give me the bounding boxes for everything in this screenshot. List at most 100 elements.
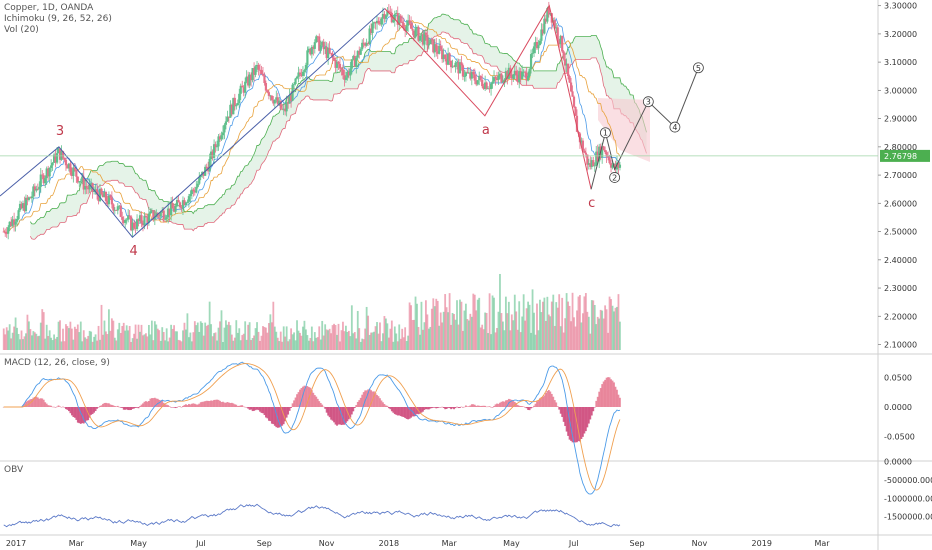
candle	[569, 82, 573, 92]
macd-bar	[422, 407, 424, 412]
candle	[207, 167, 210, 172]
macd-bar	[478, 405, 481, 407]
candle	[430, 39, 433, 41]
volume-bar	[44, 338, 47, 350]
candle	[5, 233, 8, 235]
macd-bar	[387, 407, 390, 409]
y-tick-label: 2.80000	[884, 143, 917, 152]
volume-bar	[433, 306, 436, 350]
volume-bar	[582, 313, 584, 350]
volume-bar	[444, 294, 447, 350]
volume-bar	[78, 332, 81, 350]
candle	[227, 116, 230, 118]
candle	[618, 164, 622, 168]
x-tick-label: Jul	[568, 539, 579, 548]
macd-bar	[161, 400, 164, 407]
volume-bar	[285, 326, 288, 350]
macd-bar	[613, 382, 615, 407]
candle	[214, 144, 217, 148]
macd-bar	[284, 407, 287, 422]
macd-bar	[528, 407, 531, 411]
macd-bar	[44, 402, 47, 407]
macd-bar	[484, 405, 487, 407]
candle	[196, 183, 199, 187]
volume-bar	[607, 332, 609, 350]
volume-bar	[567, 301, 569, 350]
candle	[15, 218, 19, 222]
volume-bar	[533, 312, 535, 350]
macd-bar	[26, 400, 29, 407]
macd-bar	[346, 407, 349, 422]
macd-bar	[376, 394, 378, 407]
volume-bar	[507, 301, 510, 350]
candle	[261, 73, 265, 76]
candle	[381, 13, 385, 19]
candle	[602, 146, 605, 151]
candle	[319, 45, 322, 51]
volume-bar	[561, 297, 564, 350]
macd-bar	[142, 403, 144, 407]
candle	[269, 95, 272, 97]
candle	[310, 46, 313, 55]
volume-bar	[352, 333, 355, 350]
candle	[479, 75, 482, 80]
candle	[447, 53, 450, 65]
candle	[290, 95, 293, 101]
macd-bar	[561, 407, 564, 417]
candle	[374, 22, 377, 24]
volume-bar	[76, 324, 79, 350]
volume-bar	[516, 329, 519, 350]
candle	[485, 82, 488, 89]
candle	[341, 69, 345, 76]
candle	[500, 73, 503, 83]
candle	[461, 65, 465, 77]
x-tick-label: May	[130, 539, 147, 548]
volume-bar	[145, 333, 147, 350]
volume-bar	[587, 316, 590, 350]
volume-bar	[287, 341, 290, 350]
macd-bar	[504, 400, 507, 407]
macd-bar	[48, 405, 51, 407]
macd-bar	[57, 405, 60, 407]
candle	[464, 72, 467, 77]
macd-bar	[122, 407, 125, 410]
candle	[244, 81, 247, 93]
macd-bar	[405, 407, 408, 419]
macd-bar	[582, 407, 584, 437]
macd-bar	[216, 399, 218, 407]
candle	[315, 36, 318, 43]
volume-bar	[269, 314, 272, 350]
candle	[575, 115, 579, 132]
volume-bar	[130, 341, 133, 350]
candle	[562, 51, 565, 60]
volume-bar	[17, 333, 20, 350]
candle	[595, 151, 598, 166]
macd-bar	[432, 407, 435, 408]
macd-bar	[522, 406, 525, 408]
candle	[340, 68, 343, 70]
macd-bar	[294, 397, 297, 407]
candle	[281, 108, 284, 110]
candle	[349, 68, 352, 76]
candle	[538, 40, 542, 46]
volume-bar	[422, 329, 424, 350]
volume-bar	[238, 328, 241, 350]
candle	[78, 181, 81, 183]
x-tick-label: 2018	[379, 539, 399, 548]
chart-title: Copper, 1D, OANDA	[4, 3, 94, 13]
candle	[441, 49, 444, 60]
volume-bar	[579, 295, 581, 350]
candle	[364, 43, 367, 46]
volume-bar	[540, 312, 543, 350]
volume-bar	[411, 320, 414, 350]
volume-bar	[573, 317, 575, 350]
macd-bar	[466, 406, 469, 407]
volume-bar	[330, 333, 332, 350]
candle	[118, 205, 121, 207]
volume-bar	[196, 322, 199, 350]
candle	[260, 70, 263, 74]
volume-bar	[454, 319, 457, 350]
candle	[386, 10, 389, 16]
volume-bar	[310, 326, 313, 350]
candle	[556, 27, 559, 40]
